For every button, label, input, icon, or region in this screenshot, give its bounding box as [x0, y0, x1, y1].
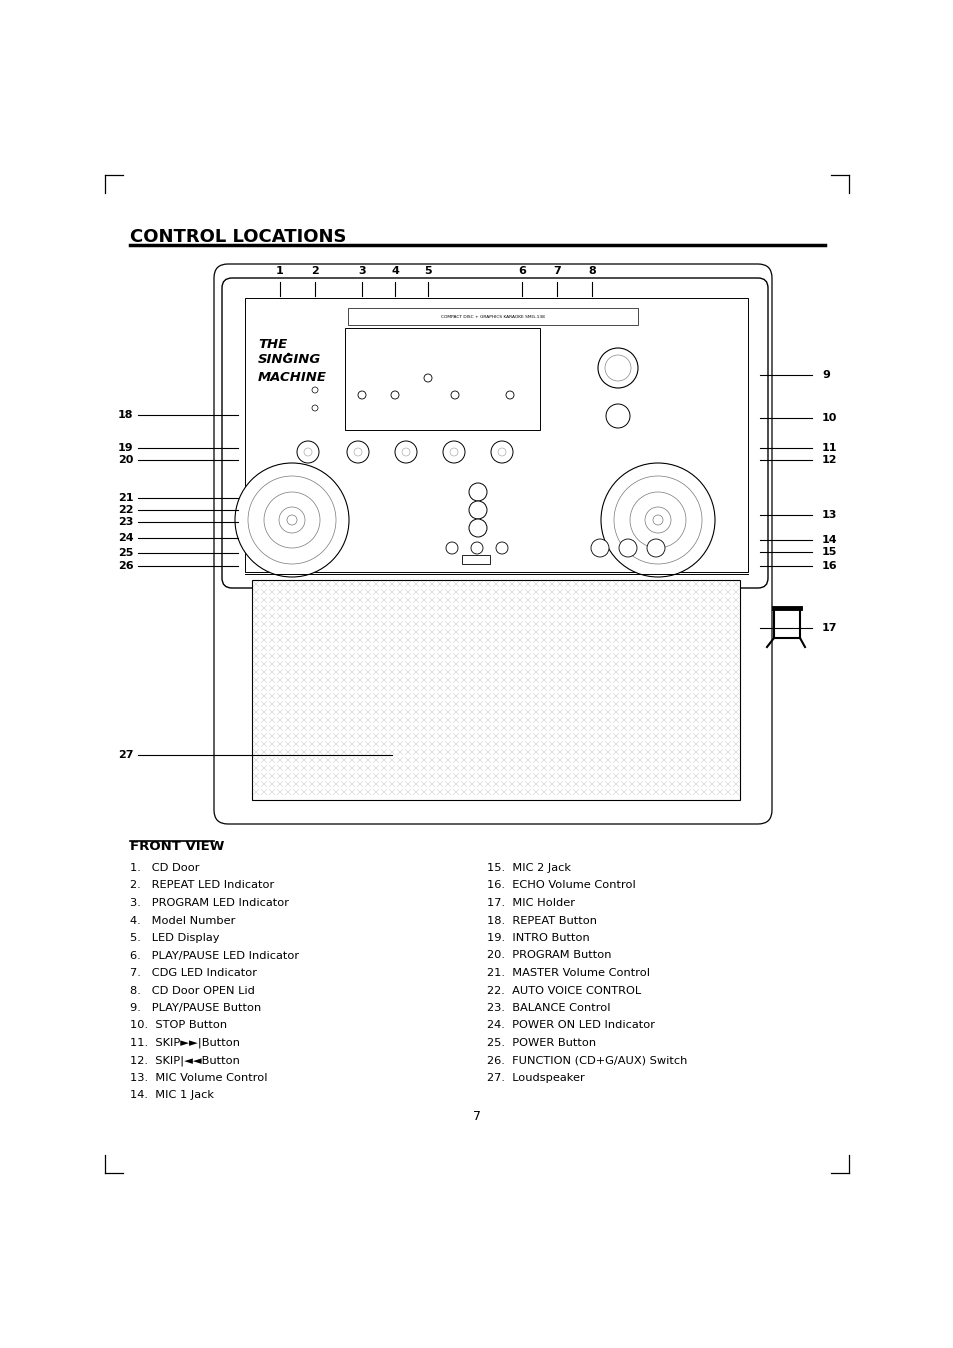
- Text: 26.  FUNCTION (CD+G/AUX) Switch: 26. FUNCTION (CD+G/AUX) Switch: [486, 1055, 687, 1065]
- Text: 6: 6: [517, 266, 525, 276]
- Text: FRONT VIEW: FRONT VIEW: [130, 840, 224, 853]
- Text: 22.  AUTO VOICE CONTROL: 22. AUTO VOICE CONTROL: [486, 985, 640, 996]
- Text: 5.   LED Display: 5. LED Display: [130, 933, 219, 944]
- Text: 8: 8: [587, 266, 596, 276]
- Text: 9.   PLAY/PAUSE Button: 9. PLAY/PAUSE Button: [130, 1003, 261, 1012]
- Bar: [348, 307, 638, 325]
- Circle shape: [590, 539, 608, 557]
- Bar: [345, 328, 539, 430]
- Text: 21: 21: [118, 493, 133, 503]
- Text: 16.  ECHO Volume Control: 16. ECHO Volume Control: [486, 880, 635, 891]
- Circle shape: [496, 542, 507, 554]
- Circle shape: [598, 348, 638, 388]
- Circle shape: [605, 404, 629, 429]
- Text: 25.  POWER Button: 25. POWER Button: [486, 1038, 596, 1047]
- Text: 21.  MASTER Volume Control: 21. MASTER Volume Control: [486, 968, 649, 979]
- Text: 20: 20: [118, 456, 133, 465]
- Text: 26: 26: [118, 561, 133, 572]
- Text: 23: 23: [118, 518, 133, 527]
- Text: 15: 15: [821, 547, 837, 557]
- Text: 16: 16: [821, 561, 837, 572]
- Circle shape: [357, 391, 366, 399]
- Text: 1: 1: [275, 266, 284, 276]
- Circle shape: [234, 462, 349, 577]
- Circle shape: [401, 448, 410, 456]
- Text: 7: 7: [553, 266, 560, 276]
- Circle shape: [354, 448, 361, 456]
- Circle shape: [469, 519, 486, 537]
- Text: 2: 2: [311, 266, 318, 276]
- Text: 12.  SKIP|◄◄Button: 12. SKIP|◄◄Button: [130, 1055, 239, 1066]
- Text: 6.   PLAY/PAUSE LED Indicator: 6. PLAY/PAUSE LED Indicator: [130, 950, 299, 961]
- Circle shape: [312, 404, 317, 411]
- Text: 7: 7: [473, 1109, 480, 1123]
- Text: 22: 22: [118, 506, 133, 515]
- Circle shape: [451, 391, 458, 399]
- Text: 3: 3: [357, 266, 365, 276]
- Bar: [252, 580, 740, 799]
- Text: 25: 25: [118, 549, 133, 558]
- Circle shape: [497, 448, 505, 456]
- Circle shape: [491, 441, 513, 462]
- Text: 7.   CDG LED Indicator: 7. CDG LED Indicator: [130, 968, 256, 979]
- Text: 5: 5: [424, 266, 432, 276]
- Text: 20.  PROGRAM Button: 20. PROGRAM Button: [486, 950, 611, 961]
- Text: 15.  MIC 2 Jack: 15. MIC 2 Jack: [486, 863, 571, 874]
- Text: 8.   CD Door OPEN Lid: 8. CD Door OPEN Lid: [130, 985, 254, 996]
- Text: 3.   PROGRAM LED Indicator: 3. PROGRAM LED Indicator: [130, 898, 289, 909]
- Text: 17: 17: [821, 623, 837, 634]
- Circle shape: [446, 542, 457, 554]
- Circle shape: [304, 448, 312, 456]
- Circle shape: [423, 373, 432, 381]
- Text: 4: 4: [391, 266, 398, 276]
- Text: 13: 13: [821, 510, 837, 520]
- Circle shape: [296, 441, 318, 462]
- Text: 13.  MIC Volume Control: 13. MIC Volume Control: [130, 1073, 267, 1082]
- Text: 14: 14: [821, 535, 837, 545]
- Circle shape: [469, 501, 486, 519]
- Text: 4.   Model Number: 4. Model Number: [130, 915, 235, 926]
- Circle shape: [600, 462, 714, 577]
- FancyBboxPatch shape: [222, 278, 767, 588]
- Text: 2.   REPEAT LED Indicator: 2. REPEAT LED Indicator: [130, 880, 274, 891]
- Text: MACHINE: MACHINE: [257, 371, 327, 384]
- Circle shape: [347, 441, 369, 462]
- Circle shape: [505, 391, 514, 399]
- Text: THE: THE: [257, 338, 287, 350]
- Text: 11: 11: [821, 443, 837, 453]
- Text: 24.  POWER ON LED Indicator: 24. POWER ON LED Indicator: [486, 1020, 655, 1030]
- Text: 17.  MIC Holder: 17. MIC Holder: [486, 898, 575, 909]
- Circle shape: [450, 448, 457, 456]
- Text: 9: 9: [821, 369, 829, 380]
- Text: 12: 12: [821, 456, 837, 465]
- Text: 14.  MIC 1 Jack: 14. MIC 1 Jack: [130, 1091, 213, 1100]
- Text: 10.  STOP Button: 10. STOP Button: [130, 1020, 227, 1030]
- Text: 24: 24: [118, 532, 133, 543]
- Bar: [461, 555, 490, 563]
- Text: 18.  REPEAT Button: 18. REPEAT Button: [486, 915, 597, 926]
- Text: 1.   CD Door: 1. CD Door: [130, 863, 199, 874]
- Text: 10: 10: [821, 412, 837, 423]
- Text: CONTROL LOCATIONS: CONTROL LOCATIONS: [130, 228, 346, 245]
- Circle shape: [469, 483, 486, 501]
- Circle shape: [391, 391, 398, 399]
- Text: 19.  INTRO Button: 19. INTRO Button: [486, 933, 589, 944]
- Circle shape: [604, 355, 630, 381]
- Text: 11.  SKIP►►|Button: 11. SKIP►►|Button: [130, 1038, 240, 1049]
- Text: 18: 18: [118, 410, 133, 421]
- Text: 19: 19: [118, 443, 133, 453]
- Text: 27.  Loudspeaker: 27. Loudspeaker: [486, 1073, 584, 1082]
- Circle shape: [618, 539, 637, 557]
- Circle shape: [442, 441, 464, 462]
- Circle shape: [395, 441, 416, 462]
- Circle shape: [646, 539, 664, 557]
- Text: SINGING: SINGING: [257, 353, 321, 367]
- Text: COMPACT DISC + GRAPHICS KARAOKE SMG-138: COMPACT DISC + GRAPHICS KARAOKE SMG-138: [440, 314, 544, 318]
- Bar: [245, 298, 747, 572]
- Text: 27: 27: [118, 749, 133, 760]
- Text: 23.  BALANCE Control: 23. BALANCE Control: [486, 1003, 610, 1012]
- Circle shape: [312, 387, 317, 394]
- Circle shape: [471, 542, 482, 554]
